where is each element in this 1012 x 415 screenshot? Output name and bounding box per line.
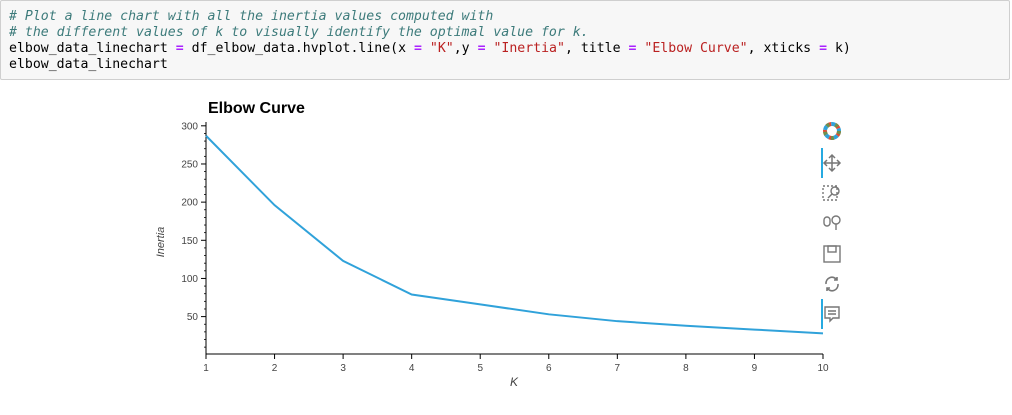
y-tick-label: 250 (181, 159, 198, 170)
x-tick-label: 1 (203, 363, 209, 374)
code-op: = (413, 41, 422, 56)
code-cell[interactable]: # Plot a line chart with all the inertia… (0, 0, 1010, 80)
x-axis-label: K (510, 375, 519, 389)
x-tick-label: 10 (817, 363, 829, 374)
code-text: , xticks (747, 41, 812, 56)
code-op: = (628, 41, 637, 56)
code-editor[interactable]: # Plot a line chart with all the inertia… (9, 9, 851, 73)
series-line (205, 135, 824, 335)
bokeh-logo-icon[interactable] (821, 120, 843, 142)
x-tick-label: 7 (615, 363, 621, 374)
code-comment-line-2: # the different values of k to visually … (9, 25, 589, 40)
y-axis-label: Inertia (155, 227, 167, 258)
plot-area (205, 135, 824, 335)
code-text: ,y (453, 41, 470, 56)
code-text: k) (834, 41, 851, 56)
y-tick-label: 300 (181, 121, 198, 132)
y-tick-label: 200 (181, 198, 198, 209)
code-call: df_elbow_data.hvplot.line(x (191, 41, 407, 56)
y-tick-label: 100 (181, 274, 198, 285)
code-string: "Elbow Curve" (644, 41, 748, 56)
code-op: = (477, 41, 486, 56)
code-string: "K" (429, 41, 454, 56)
code-line-4: elbow_data_linechart (9, 57, 168, 72)
x-tick-label: 3 (340, 363, 346, 374)
code-string: "Inertia" (493, 41, 565, 56)
code-var: elbow_data_linechart (9, 41, 168, 56)
x-tick-label: 4 (409, 363, 415, 374)
box-zoom-icon[interactable] (821, 182, 843, 204)
code-comment-line-1: # Plot a line chart with all the inertia… (9, 9, 494, 24)
chart-title: Elbow Curve (208, 100, 305, 117)
x-tick-label: 6 (546, 363, 552, 374)
elbow-curve-chart[interactable]: Elbow Curve Inertia K 50 100 150 200 250 300 1… (150, 92, 850, 412)
code-op: = (175, 41, 184, 56)
reset-icon[interactable] (821, 273, 843, 295)
y-tick-label: 150 (181, 236, 198, 247)
code-text: , title (564, 41, 621, 56)
wheel-zoom-icon[interactable] (821, 212, 843, 234)
x-tick-label: 2 (272, 363, 278, 374)
x-tick-label: 5 (477, 363, 483, 374)
code-op: = (819, 41, 828, 56)
pan-icon[interactable] (821, 148, 843, 178)
x-tick-label: 8 (683, 363, 689, 374)
y-tick-label: 50 (187, 312, 199, 323)
hover-icon[interactable] (821, 299, 843, 329)
x-tick-label: 9 (752, 363, 758, 374)
chart-axes: 50 100 150 200 250 300 1 2 3 4 5 6 7 8 9 10 (181, 121, 829, 374)
save-icon[interactable] (821, 243, 843, 265)
